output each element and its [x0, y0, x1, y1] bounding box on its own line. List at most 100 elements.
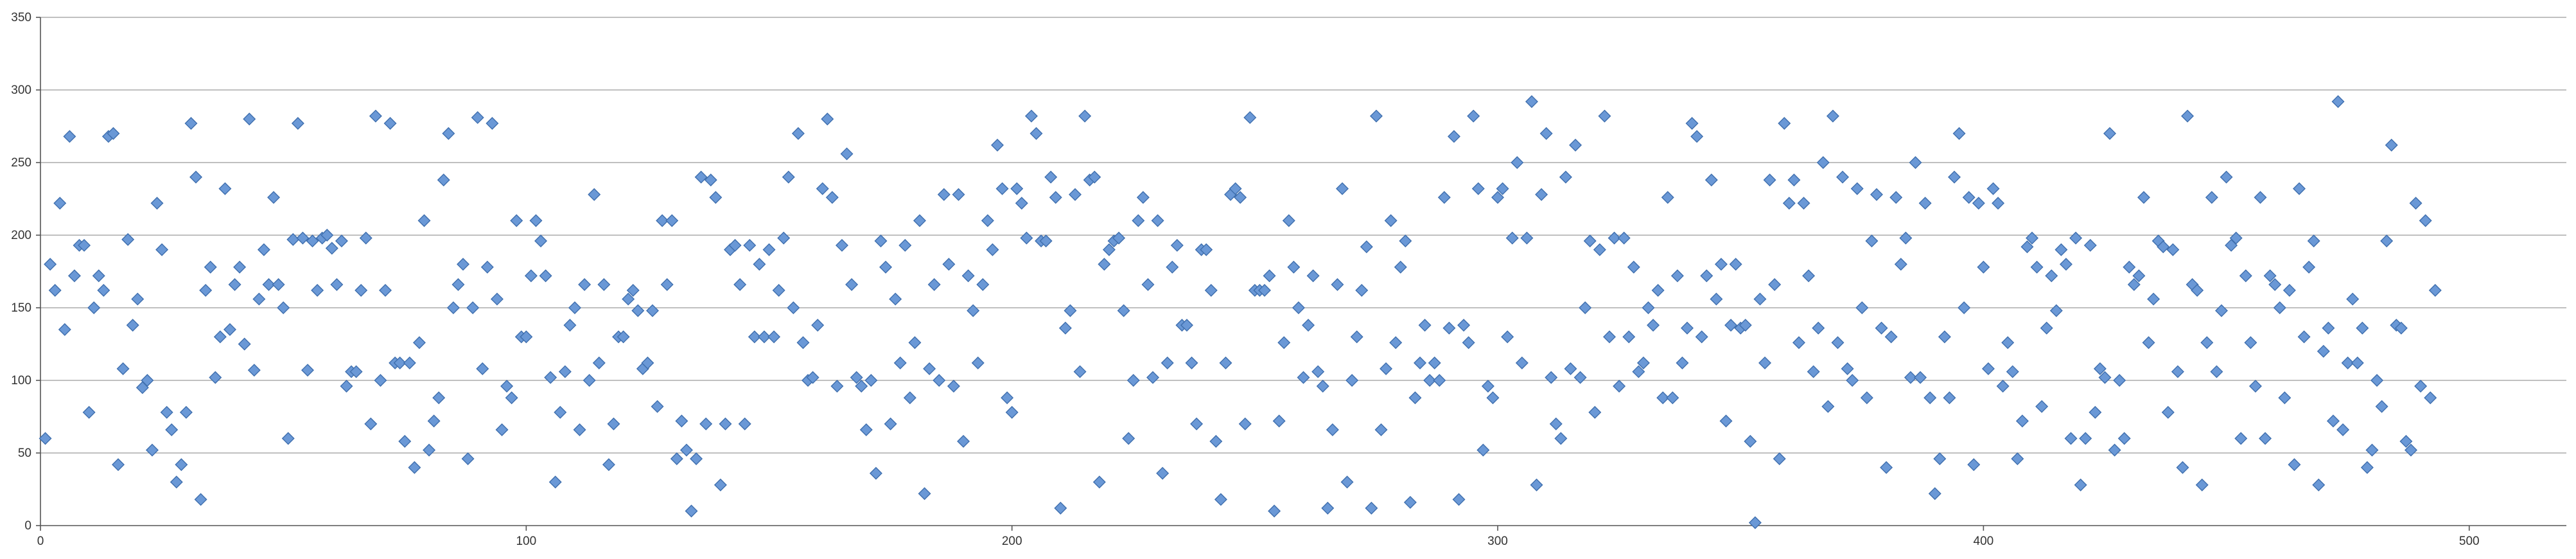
data-point	[1685, 116, 1699, 130]
data-point	[1054, 501, 1067, 515]
data-point	[1277, 336, 1291, 350]
data-point	[1321, 501, 1335, 515]
data-point	[2220, 170, 2233, 184]
data-point	[1855, 301, 1869, 314]
data-point	[1670, 269, 1684, 283]
data-point	[597, 278, 611, 291]
data-point	[204, 260, 217, 274]
data-point	[534, 235, 548, 248]
data-point	[1914, 371, 1927, 384]
data-point	[2137, 191, 2150, 204]
data-point	[1442, 321, 1456, 335]
data-point	[1515, 356, 1529, 369]
data-point	[2074, 478, 2087, 492]
data-point	[1258, 283, 1271, 297]
data-point	[1613, 380, 1626, 393]
data-point	[2293, 182, 2306, 195]
data-point	[845, 278, 859, 291]
data-point	[1496, 182, 1509, 195]
data-point	[2380, 235, 2394, 248]
data-point	[2307, 235, 2320, 248]
data-point	[340, 380, 353, 393]
data-point	[1486, 391, 1500, 405]
data-point	[1724, 319, 1738, 332]
data-point	[840, 147, 854, 161]
data-point	[1044, 170, 1058, 184]
data-point	[1700, 269, 1713, 283]
data-point	[1263, 269, 1276, 283]
data-point	[1292, 301, 1305, 314]
data-point	[78, 238, 91, 252]
data-point	[651, 400, 664, 413]
data-point	[927, 278, 941, 291]
data-point	[1126, 374, 1140, 387]
data-point	[830, 380, 844, 393]
data-point	[432, 391, 446, 405]
data-point	[252, 292, 266, 306]
data-point	[2288, 458, 2301, 472]
data-point	[2064, 432, 2078, 445]
data-point	[1078, 109, 1092, 123]
data-point	[1336, 182, 1349, 195]
data-point	[1812, 321, 1825, 335]
data-point	[796, 336, 810, 350]
data-point	[913, 214, 926, 227]
data-point	[1943, 391, 1956, 405]
data-point	[1403, 495, 1417, 509]
data-point	[2385, 138, 2398, 152]
data-point	[1020, 231, 1033, 245]
data-point	[446, 301, 460, 314]
data-point	[675, 414, 688, 428]
data-point	[2399, 434, 2413, 448]
data-point	[1229, 182, 1242, 195]
data-point	[1146, 371, 1160, 384]
data-point	[825, 191, 839, 204]
data-point	[1778, 116, 1791, 130]
data-point	[1539, 127, 1553, 140]
data-point	[641, 356, 654, 369]
data-point	[2117, 432, 2131, 445]
data-point	[2239, 269, 2252, 283]
data-point	[486, 116, 499, 130]
data-point	[2259, 432, 2272, 445]
data-point	[1967, 458, 1981, 472]
data-point	[417, 214, 431, 227]
data-point	[2132, 269, 2146, 283]
data-point	[869, 466, 882, 480]
data-point	[1389, 336, 1403, 350]
data-point	[53, 197, 67, 210]
data-point	[1938, 330, 1951, 344]
data-point	[898, 238, 912, 252]
data-point	[2428, 283, 2442, 297]
data-point	[1030, 127, 1043, 140]
data-point	[1437, 191, 1451, 204]
data-point	[2370, 374, 2384, 387]
data-point	[1841, 362, 1854, 375]
y-tick-label: 150	[11, 301, 31, 315]
data-point	[1622, 330, 1636, 344]
data-point	[306, 235, 319, 248]
data-point	[679, 443, 693, 457]
data-point	[1535, 188, 1548, 201]
data-point	[1928, 487, 1941, 501]
data-point	[2404, 443, 2417, 457]
data-point	[1972, 197, 1985, 210]
data-point	[383, 116, 397, 130]
data-point	[1394, 260, 1407, 274]
data-point	[189, 170, 203, 184]
data-point	[2176, 461, 2189, 474]
data-point	[1797, 197, 1810, 210]
data-point	[233, 260, 247, 274]
data-point	[2326, 414, 2340, 428]
data-point	[592, 356, 606, 369]
data-point	[1593, 243, 1606, 256]
data-point	[1632, 365, 1645, 378]
data-point	[1462, 336, 1475, 350]
data-point	[301, 364, 314, 377]
data-point	[2059, 258, 2072, 271]
data-point	[850, 371, 863, 384]
data-point	[1287, 260, 1301, 274]
data-point	[1243, 111, 1257, 124]
data-point	[1471, 182, 1485, 195]
data-point	[1651, 283, 1665, 297]
